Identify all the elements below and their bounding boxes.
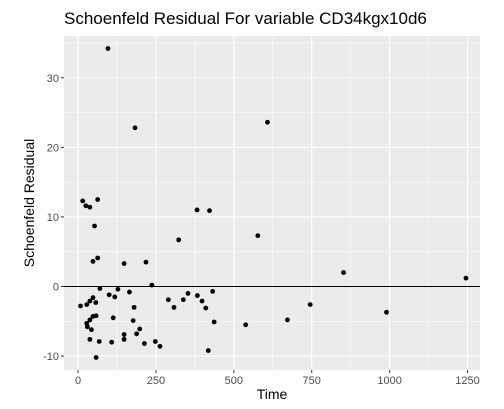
data-point [84,324,90,330]
y-tick-label: -10 [43,351,59,363]
data-point [121,261,127,266]
data-point [92,223,97,229]
data-point [96,339,102,344]
data-point [121,336,127,342]
data-point [180,297,186,303]
data-point [165,297,171,303]
data-point [87,204,93,210]
data-point [93,313,99,319]
data-point [87,317,93,323]
data-point [463,275,469,281]
data-point [95,197,101,202]
x-tick-label: 750 [303,375,321,387]
data-point [185,291,191,296]
data-point [243,322,249,328]
data-point [121,332,127,337]
data-point [131,304,137,310]
data-point [152,339,158,344]
x-tick-label: 1250 [455,375,479,387]
y-axis-title: Schoenfeld Residual [21,139,37,267]
data-point [171,304,177,310]
data-point [93,300,99,305]
data-point [137,326,143,332]
y-tick-label: 10 [47,212,59,224]
data-point [149,282,155,288]
data-point [110,315,116,321]
plot-panel [64,36,480,370]
data-point [341,270,346,275]
data-points [78,46,469,360]
data-point [285,317,290,323]
data-point [115,286,121,292]
data-point [83,203,89,209]
data-point [203,305,209,311]
data-point [109,339,115,345]
x-axis-title: Time [257,386,288,402]
data-point [141,341,147,346]
data-point [97,286,103,291]
data-point [199,298,205,304]
data-point [78,303,83,309]
data-point [176,237,182,243]
data-point [194,293,200,298]
data-point [112,294,118,300]
data-point [80,198,86,204]
data-point [93,355,99,360]
data-point [194,207,200,213]
x-tick-label: 0 [75,375,81,387]
data-point [211,319,217,325]
data-point [95,255,101,261]
data-point [90,295,96,301]
data-point [210,288,216,294]
y-tick-label: 0 [53,282,59,294]
x-axis-ticks: 0 250 500 750 1000 1250 [75,370,480,387]
data-point [89,327,94,333]
data-point [87,336,93,342]
data-point [205,348,211,353]
data-point [207,208,212,214]
data-point [384,309,389,315]
data-point [127,289,132,295]
data-point [265,119,270,125]
data-point [157,343,163,349]
data-point [106,292,112,298]
y-tick-label: 20 [47,142,59,154]
data-point [130,318,136,323]
data-point [134,331,140,337]
x-tick-label: 250 [147,375,165,387]
x-tick-label: 500 [225,375,243,387]
data-point [255,233,261,239]
x-tick-label: 1000 [377,375,401,387]
data-point [90,259,96,264]
chart-title: Schoenfeld Residual For variable CD34kgx… [64,9,427,28]
data-point [105,46,111,51]
data-point [87,298,93,304]
data-point [143,259,149,265]
y-tick-label: 30 [47,73,59,85]
y-axis-ticks: -10 0 10 20 30 [43,73,64,363]
data-point [84,302,90,307]
data-point [132,125,138,131]
data-point [307,302,313,307]
